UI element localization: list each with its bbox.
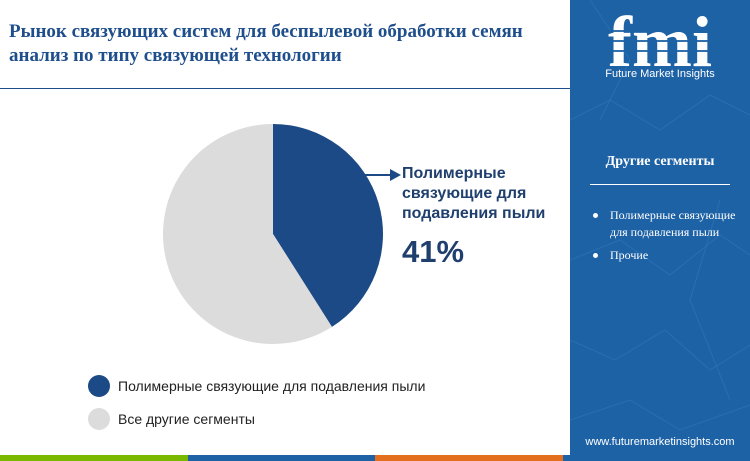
bullet-icon [593,213,598,218]
sidebar: fmi Future Market Insights Другие сегмен… [570,0,750,455]
segment-item-polymer: Полимерные связующие для подавления пыли [592,207,742,241]
segment-item-label: Полимерные связующие для подавления пыли [610,208,736,239]
page-title: Рынок связующих систем для беспылевой об… [9,21,523,66]
bottom-bar-segment-1 [187,455,375,461]
legend-swatch [88,408,110,430]
pie-slice-0 [273,124,383,327]
bottom-bar-segment-3 [562,455,750,461]
callout-label: Полимерные связующие для подавления пыли [402,165,546,222]
bullet-icon [593,253,598,258]
fmi-logo-icon: fmi [598,8,722,74]
sidebar-divider [590,184,730,185]
legend-item-0: Полимерные связующие для подавления пыли [88,374,425,398]
segment-item-other: Прочие [592,247,742,264]
legend-swatch [88,375,110,397]
bottom-bar-segment-2 [375,455,563,461]
legend-label: Все другие сегменты [118,411,255,427]
logo-caption: Future Market Insights [605,68,715,80]
bottom-color-bar [0,455,750,461]
pie-chart [162,124,383,344]
arrow-right-icon [360,169,401,181]
legend-item-1: Все другие сегменты [88,407,425,431]
sidebar-heading: Другие сегменты [605,154,715,169]
bottom-bar-segment-0 [0,455,188,461]
callout-value: 41% [402,234,465,269]
legend-label: Полимерные связующие для подавления пыли [118,378,426,394]
segment-item-label: Прочие [610,248,649,262]
segment-list: Полимерные связующие для подавления пыли… [592,207,742,270]
chart-legend: Полимерные связующие для подавления пыли… [88,374,425,440]
pie-slice-1 [162,124,332,344]
website-link[interactable]: www.futuremarketinsights.com [585,436,735,448]
sidebar-texture [570,0,750,431]
title-divider [0,88,570,89]
